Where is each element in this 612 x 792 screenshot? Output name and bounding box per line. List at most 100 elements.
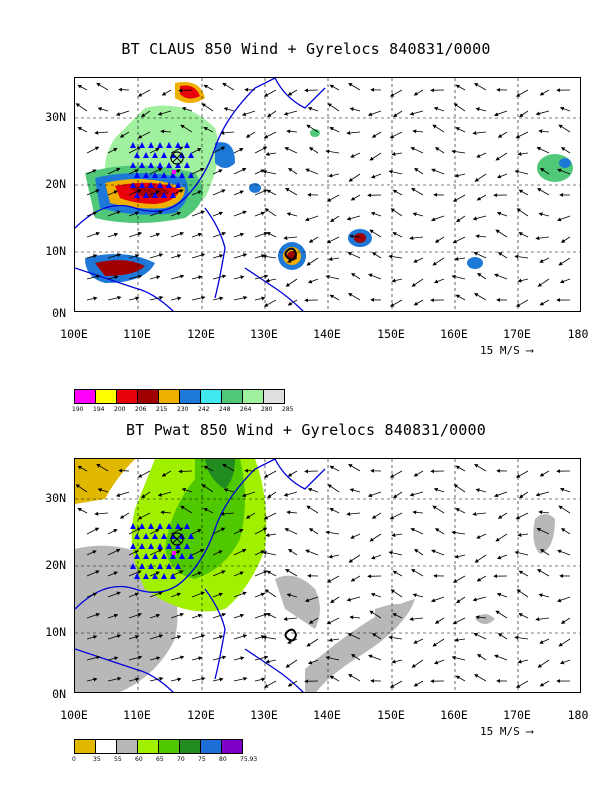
wind-arrow [453, 103, 466, 112]
wind-arrow [265, 659, 277, 664]
wind-arrow [149, 168, 163, 175]
wind-arrow [128, 211, 140, 217]
colorbar-tick-label: 75 [198, 756, 206, 763]
colorbar-tick-label: 280 [261, 406, 273, 413]
wind-arrow [519, 491, 529, 499]
wind-arrow [86, 612, 101, 619]
gyre-triangle [170, 192, 176, 198]
colorbar-tick-label: 200 [114, 406, 126, 413]
wind-arrow [107, 613, 119, 619]
x-label: 150E [377, 327, 405, 341]
wind-arrow [559, 278, 571, 284]
wind-arrow [476, 152, 487, 158]
colorbar-swatch [137, 389, 159, 404]
wind-arrow [149, 613, 161, 619]
wind-arrow [141, 110, 151, 118]
wind-arrow [390, 589, 403, 598]
wind-arrow [328, 638, 340, 642]
wind-arrow [455, 508, 466, 514]
x-label: 170E [503, 708, 531, 722]
wind-arrow [389, 680, 403, 688]
wind-arrow [212, 677, 224, 682]
wind-arrow [515, 680, 529, 688]
wind-arrow [254, 254, 266, 259]
wind-arrow [392, 613, 403, 619]
wind-arrow [560, 617, 571, 624]
wind-arrow [254, 635, 266, 640]
wind-arrow [348, 554, 361, 563]
wind-arrow [540, 167, 550, 175]
gyre-center-symbol [170, 532, 184, 555]
wind-arrow [128, 146, 142, 154]
gyre-triangle [148, 142, 154, 148]
x-label: 180 [567, 327, 589, 341]
wind-arrow [233, 634, 248, 640]
wind-arrow [410, 528, 424, 535]
wind-arrow [557, 168, 571, 175]
gyre-triangle [152, 172, 158, 178]
wind-arrow [212, 296, 224, 301]
gyre-triangle [175, 142, 181, 148]
wind-arrow [516, 208, 529, 217]
wind-arrow [452, 617, 466, 625]
wind-arrow [411, 659, 424, 668]
wind-vectors [75, 463, 571, 688]
wind-arrow [452, 194, 466, 202]
colorbar-swatch [74, 389, 96, 404]
wind-arrow [254, 296, 266, 301]
wind-arrow [432, 124, 445, 133]
wind-arrow [107, 571, 118, 577]
pwat-field [75, 459, 555, 692]
wind-arrow [496, 554, 508, 560]
gyre-triangle [152, 192, 158, 198]
wind-arrow [191, 210, 205, 217]
y-label-10n: 10N [45, 244, 66, 258]
gyre-triangle [130, 162, 136, 168]
wind-arrow [558, 638, 571, 647]
wind-arrow [254, 274, 269, 280]
wind-arrow [346, 215, 361, 221]
scale-label: 15 M/S ⟶ [480, 725, 533, 738]
wind-arrow [94, 130, 109, 135]
wind-arrow [286, 129, 298, 134]
wind-arrow [119, 512, 130, 519]
gyre-triangle [130, 523, 136, 529]
wind-arrow [474, 674, 487, 682]
wind-arrow [191, 190, 202, 196]
wind-arrow [325, 274, 340, 280]
wind-arrow [454, 637, 466, 642]
wind-arrow [474, 554, 487, 563]
wind-arrow [327, 484, 340, 493]
wind-arrow [308, 236, 319, 243]
wind-arrow [409, 110, 424, 116]
wind-arrow [191, 232, 203, 238]
wind-arrow [137, 131, 151, 139]
colorbar-tick-label: 242 [198, 406, 210, 413]
wind-arrow [170, 592, 182, 598]
x-label: 140E [313, 327, 341, 341]
wind-arrow [409, 617, 424, 622]
wind-arrow [327, 103, 340, 112]
wind-arrow [472, 512, 487, 517]
wind-arrow [241, 110, 256, 116]
wind-arrow [349, 234, 361, 239]
wind-arrow [455, 84, 466, 91]
wind-arrow [514, 635, 529, 640]
colorbar-swatch [221, 739, 243, 754]
wind-arrow [233, 190, 244, 196]
gyre-triangle [130, 182, 136, 188]
gyre-triangle [170, 573, 176, 579]
wind-arrow [348, 293, 361, 301]
wind-arrow [86, 635, 98, 640]
wind-arrow [414, 167, 424, 175]
colorbar-swatch [200, 739, 222, 754]
wind-arrow [287, 470, 298, 477]
wind-arrow [161, 470, 172, 477]
wind-arrow [453, 484, 466, 493]
x-label: 110E [123, 708, 151, 722]
wind-arrow [413, 680, 424, 687]
wind-arrow [128, 296, 140, 301]
wind-arrow [517, 659, 529, 664]
wind-arrow [191, 295, 206, 301]
wind-arrow [181, 487, 193, 493]
